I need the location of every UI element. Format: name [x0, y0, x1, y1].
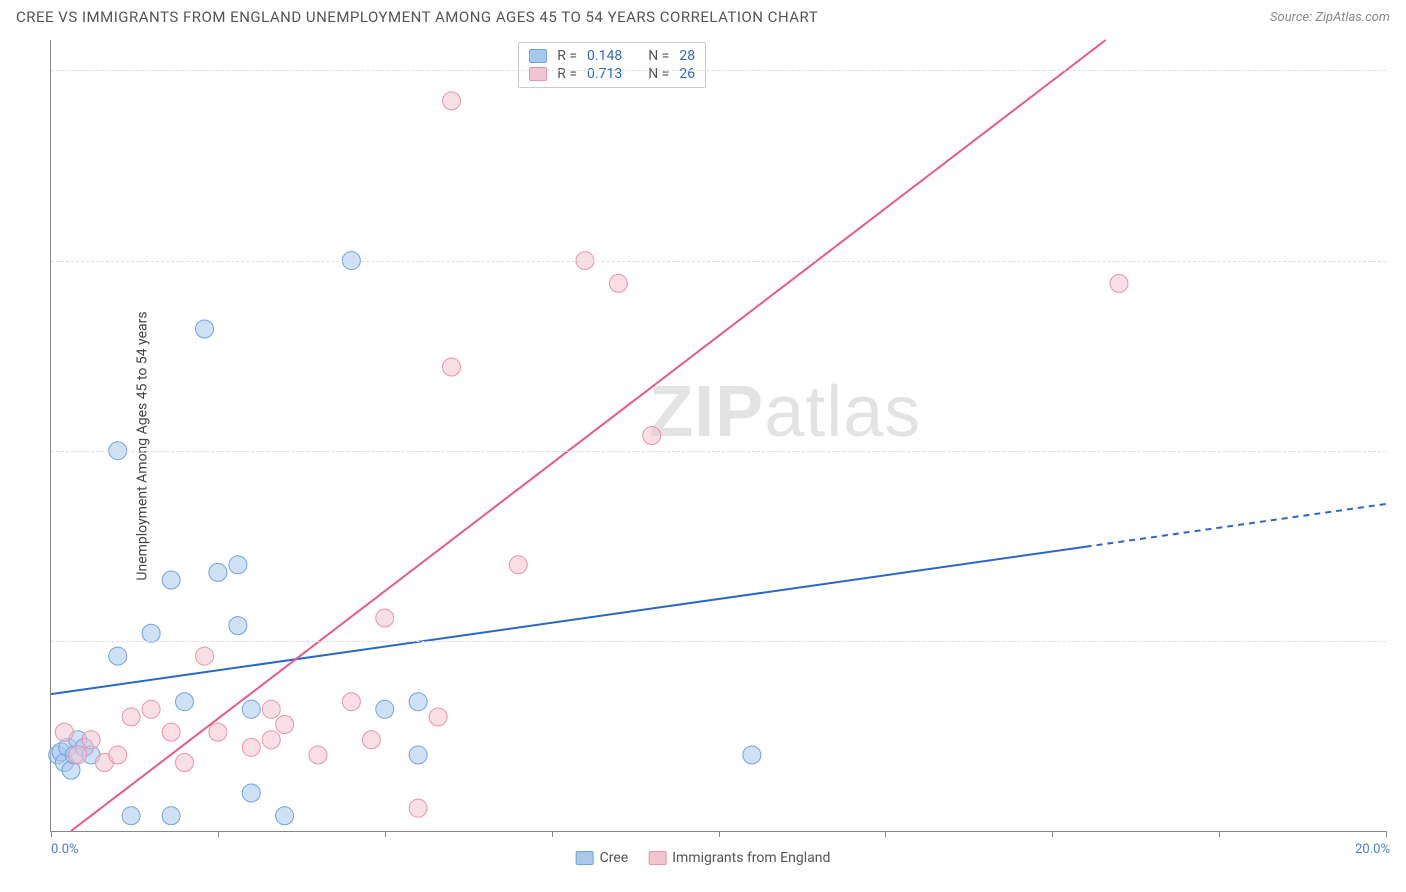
legend-series: Cree Immigrants from England: [576, 850, 831, 866]
r-label: R =: [557, 48, 577, 64]
source-label: Source: ZipAtlas.com: [1270, 10, 1390, 25]
gridline: [51, 261, 1386, 262]
data-point: [209, 563, 227, 581]
gridline: [51, 451, 1386, 452]
data-point: [142, 624, 160, 642]
swatch-icon: [648, 851, 666, 865]
x-tick: [51, 831, 52, 837]
y-tick-label: 50.0%: [1394, 63, 1406, 78]
data-point: [409, 746, 427, 764]
data-point: [362, 731, 380, 749]
data-point: [276, 716, 294, 734]
n-value: 28: [679, 48, 695, 64]
chart-container: CREE VS IMMIGRANTS FROM ENGLAND UNEMPLOY…: [0, 0, 1406, 892]
gridline: [51, 70, 1386, 71]
data-point: [162, 723, 180, 741]
data-point: [162, 571, 180, 589]
legend-stats-row: R = 0.148 N = 28: [529, 47, 695, 65]
x-tick: [1219, 831, 1220, 837]
legend-stats-row: R = 0.713 N = 26: [529, 65, 695, 83]
legend-item: Immigrants from England: [648, 850, 830, 866]
data-point: [82, 731, 100, 749]
x-tick: [1052, 831, 1053, 837]
legend-stats: R = 0.148 N = 28 R = 0.713 N = 26: [518, 42, 706, 88]
data-point: [109, 746, 127, 764]
chart-title: CREE VS IMMIGRANTS FROM ENGLAND UNEMPLOY…: [16, 8, 818, 26]
plot-wrapper: ZIPatlas R = 0.148 N = 28 R = 0.713 N: [50, 40, 1386, 832]
data-point: [309, 746, 327, 764]
n-label: N =: [648, 66, 669, 82]
data-point: [122, 807, 140, 825]
n-label: N =: [648, 48, 669, 64]
x-tick: [218, 831, 219, 837]
data-point: [142, 700, 160, 718]
data-point: [342, 693, 360, 711]
data-point: [209, 723, 227, 741]
data-point: [262, 731, 280, 749]
trend-line-dashed: [1086, 504, 1386, 547]
data-point: [409, 799, 427, 817]
gridline: [51, 641, 1386, 642]
x-tick: [552, 831, 553, 837]
data-point: [409, 693, 427, 711]
data-point: [162, 807, 180, 825]
swatch-icon: [529, 49, 547, 63]
data-point: [743, 746, 761, 764]
data-point: [643, 427, 661, 445]
data-point: [69, 746, 87, 764]
r-label: R =: [557, 66, 577, 82]
data-point: [429, 708, 447, 726]
x-tick-label: 20.0%: [1355, 842, 1390, 857]
data-point: [196, 647, 214, 665]
legend-label: Cree: [600, 850, 629, 866]
data-point: [242, 784, 260, 802]
y-tick-label: 25.0%: [1394, 443, 1406, 458]
swatch-icon: [576, 851, 594, 865]
n-value: 26: [679, 66, 695, 82]
data-point: [1110, 274, 1128, 292]
data-point: [609, 274, 627, 292]
y-tick-label: 12.5%: [1394, 633, 1406, 648]
data-point: [229, 617, 247, 635]
x-tick: [885, 831, 886, 837]
title-bar: CREE VS IMMIGRANTS FROM ENGLAND UNEMPLOY…: [0, 0, 1406, 30]
data-point: [262, 700, 280, 718]
x-tick: [385, 831, 386, 837]
data-point: [122, 708, 140, 726]
y-tick-label: 37.5%: [1394, 253, 1406, 268]
data-point: [55, 723, 73, 741]
chart-svg: [51, 40, 1386, 831]
data-point: [276, 807, 294, 825]
data-point: [109, 647, 127, 665]
data-point: [509, 556, 527, 574]
legend-item: Cree: [576, 850, 629, 866]
x-tick: [1386, 831, 1387, 837]
data-point: [443, 92, 461, 110]
data-point: [443, 358, 461, 376]
r-value: 0.148: [587, 48, 622, 64]
data-point: [196, 320, 214, 338]
data-point: [176, 693, 194, 711]
trend-line: [51, 547, 1086, 694]
data-point: [376, 609, 394, 627]
data-point: [229, 556, 247, 574]
swatch-icon: [529, 67, 547, 81]
data-point: [242, 738, 260, 756]
data-point: [242, 700, 260, 718]
x-tick: [719, 831, 720, 837]
r-value: 0.713: [587, 66, 622, 82]
data-point: [176, 754, 194, 772]
data-point: [376, 700, 394, 718]
x-tick-label: 0.0%: [51, 842, 79, 857]
plot-area: ZIPatlas R = 0.148 N = 28 R = 0.713 N: [50, 40, 1386, 832]
legend-label: Immigrants from England: [672, 850, 830, 866]
trend-line: [71, 40, 1106, 831]
